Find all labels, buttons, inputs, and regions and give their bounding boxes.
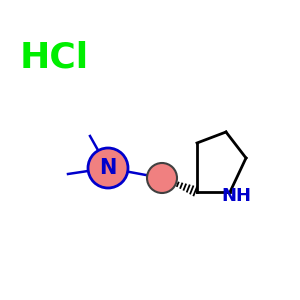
Text: N: N: [99, 158, 117, 178]
Text: NH: NH: [221, 187, 251, 205]
Circle shape: [88, 148, 128, 188]
Circle shape: [147, 163, 177, 193]
Text: HCl: HCl: [20, 41, 89, 75]
